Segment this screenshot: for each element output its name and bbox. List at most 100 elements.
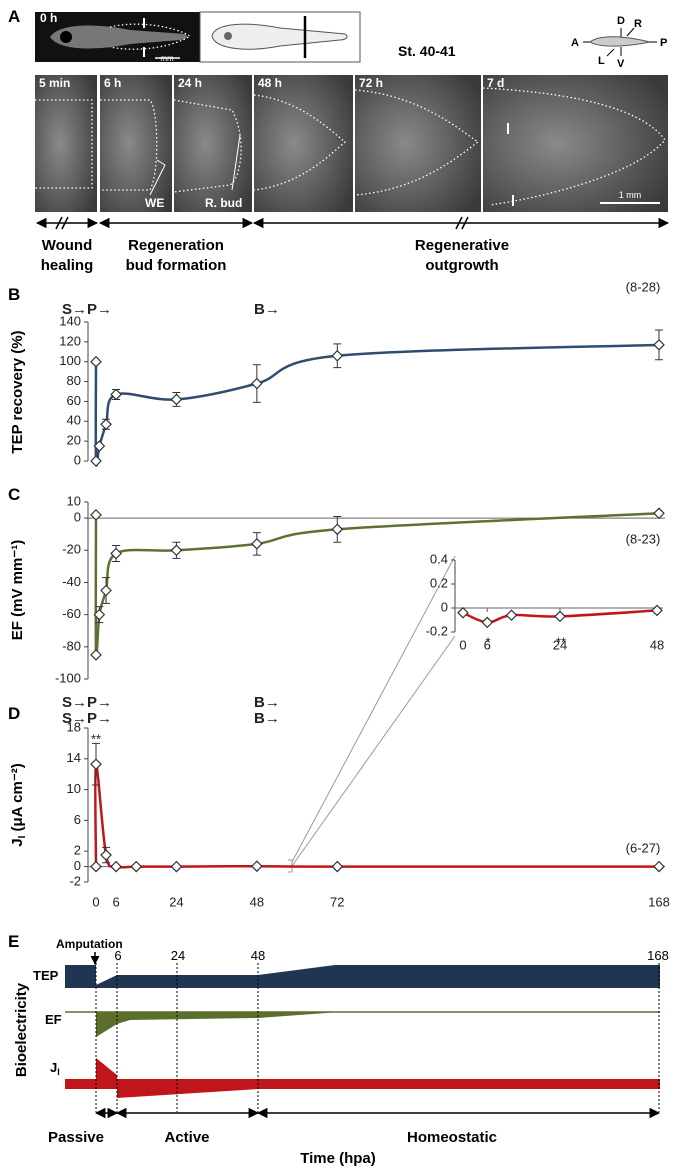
annotation: S→P→ [62,694,112,711]
axis-letter: P [660,37,667,49]
marker [653,338,665,351]
x-tick-label: 6 [112,894,119,909]
series [457,604,663,629]
y-axis-title: JI (μA cm⁻²) [9,763,28,847]
outline [109,23,192,50]
marker [457,606,469,619]
annotation: (8-28) [626,279,661,294]
x-tick-label: 0 [459,637,466,652]
axis-letter: V [617,58,625,70]
marker [170,544,183,557]
axis-letter: D [617,15,625,27]
y-tick-label: 0 [74,452,81,467]
marker [93,440,106,452]
marker [130,860,143,873]
annotation: * [485,634,490,649]
marker [100,418,112,431]
y-tick-label: 18 [67,719,81,734]
axis-letter: R [634,18,642,30]
tadpole-drawing [211,23,348,50]
y-axis-title: EF (mV mm⁻¹) [9,540,26,640]
tadpole [50,25,188,49]
annotation: B→ [254,694,280,711]
y-tick-label: 80 [67,373,81,388]
annotation: S→P→ [62,301,112,318]
panel-label: E [8,932,19,951]
marker [651,604,663,617]
y-tick-label: -20 [62,542,81,557]
marker [90,860,102,873]
panel-label: A [8,7,20,26]
axis-letter: L [598,55,605,67]
x-tick-label: 72 [330,894,344,909]
annotation: ** [91,731,101,746]
axis-letter: A [571,37,579,49]
y-axis-title: TEP recovery (%) [9,330,26,453]
scale-label: mm [160,54,174,63]
marker [93,608,106,621]
time-label: 6 h [104,76,121,90]
ef-shape [96,1012,340,1037]
marker [251,377,263,390]
y-tick-label: -2 [69,873,81,888]
y-tick-label: 14 [67,750,81,765]
y-tick-label: 10 [67,781,81,796]
panel-label: B [8,285,20,304]
marker [110,388,122,401]
phase-label: Wound [42,237,93,254]
event-label: Amputation [56,937,123,951]
phase-label: Passive [48,1129,104,1146]
phase-label: Regeneration [128,237,224,254]
marker [90,355,102,368]
photo-row [35,75,668,212]
tick-label: 24 [171,948,185,963]
tick-label: 168 [647,948,669,963]
marker [100,849,112,861]
eye [60,31,72,43]
x-tick-label: 6 [484,637,491,652]
phase-label: Regenerative [415,237,509,254]
y-tick-label: 10 [67,493,81,508]
time-label: 0 h [40,11,57,25]
marker [100,584,112,597]
scale-label: 1 mm [619,190,642,200]
ji-band [65,1058,660,1098]
series [90,742,665,873]
phase-label: Active [164,1129,209,1146]
time-label: 72 h [359,76,383,90]
x-tick-label: 24 [169,894,183,909]
time-label: 48 h [258,76,282,90]
marker [170,393,183,406]
y-tick-label: 140 [59,313,81,328]
y-tick-label: 0.4 [430,551,448,566]
time-label: 5 min [39,76,70,90]
axes-icon: D R A P L V [571,15,667,70]
marker [653,860,665,873]
phase-label: Homeostatic [407,1129,497,1146]
tick-label: 6 [114,948,121,963]
y-axis-title-part: (μA cm⁻²) [9,763,26,835]
y-tick-label: 0 [74,510,81,525]
marker [90,455,102,467]
marker [653,507,665,520]
timeline [35,216,670,230]
y-tick-label: 0.2 [430,575,448,590]
marker [90,758,102,771]
tick-label: 48 [251,948,265,963]
y-tick-label: 6 [74,812,81,827]
y-tick-label: -100 [55,670,81,685]
marker [331,860,344,873]
panel-e: E Amputation 6 24 48 168 TEP EF JI Bioel… [8,932,669,1167]
annotation: B→ [254,710,280,727]
marker [331,523,344,536]
x-axis-title: Time (hpa) [300,1150,376,1167]
annotation: S→P→ [62,710,112,727]
row-label: TEP [33,968,59,983]
y-tick-label: -80 [62,638,81,653]
marker [481,616,494,629]
marker [331,349,344,362]
marker [90,649,102,661]
y-tick-label: 100 [59,353,81,368]
time-label: 7 d [487,76,504,90]
